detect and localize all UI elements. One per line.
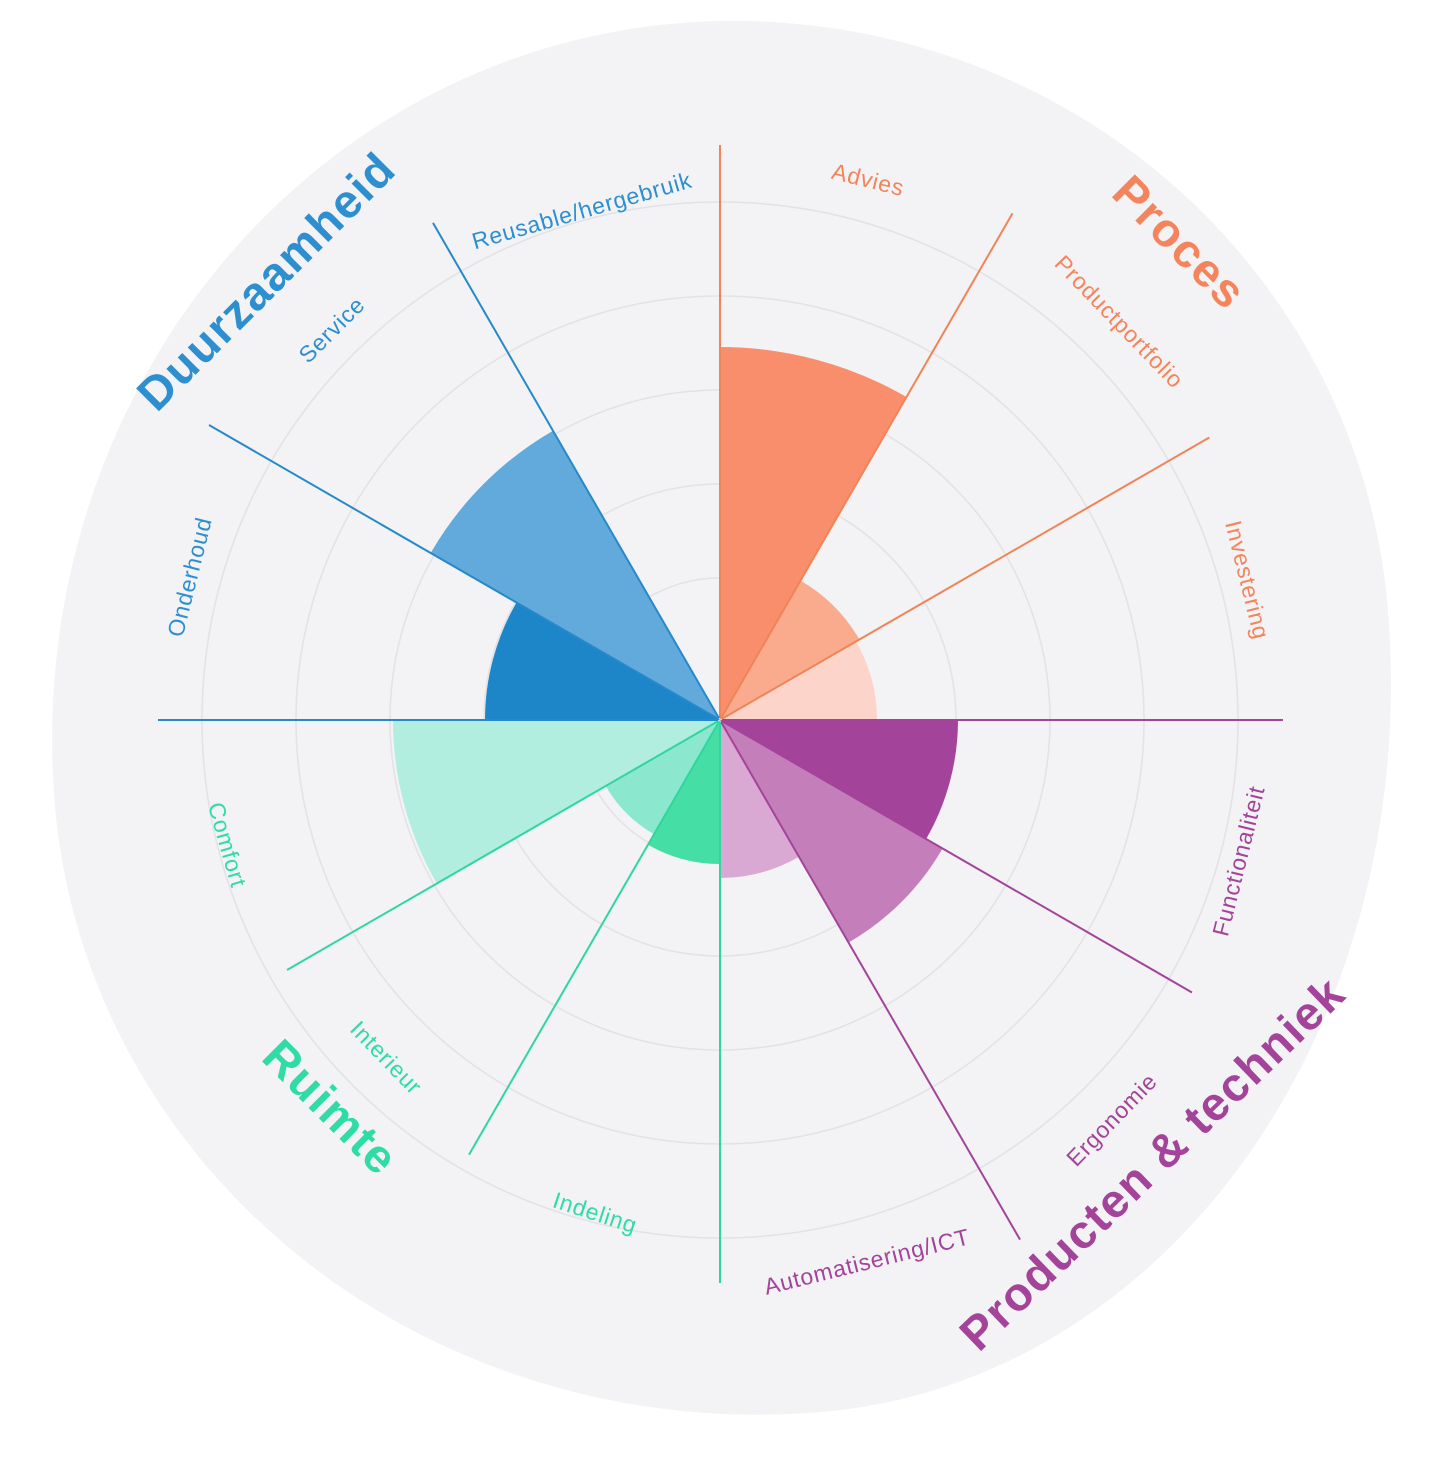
wedge-automatisering-ict xyxy=(720,720,799,878)
spoke xyxy=(721,436,1210,720)
wheel-chart xyxy=(158,145,1283,1283)
wedge-indeling xyxy=(648,720,720,864)
wedge-comfort xyxy=(393,720,720,884)
wedge-interieur xyxy=(605,720,720,835)
wedge-advies xyxy=(720,347,907,720)
spoke xyxy=(468,721,720,1156)
wedge-service xyxy=(430,430,720,720)
wedge-functionaliteit xyxy=(720,720,958,839)
spoke xyxy=(432,222,720,719)
spoke xyxy=(720,721,1021,1241)
spoke xyxy=(286,720,719,971)
wedge-productportfolio xyxy=(720,580,860,720)
wedge-investering xyxy=(720,641,877,720)
wedge-onderhoud xyxy=(485,602,720,720)
wedge-ergonomie xyxy=(720,720,943,943)
spoke xyxy=(720,212,1014,719)
spoke xyxy=(721,720,1193,994)
spoke xyxy=(208,424,719,720)
